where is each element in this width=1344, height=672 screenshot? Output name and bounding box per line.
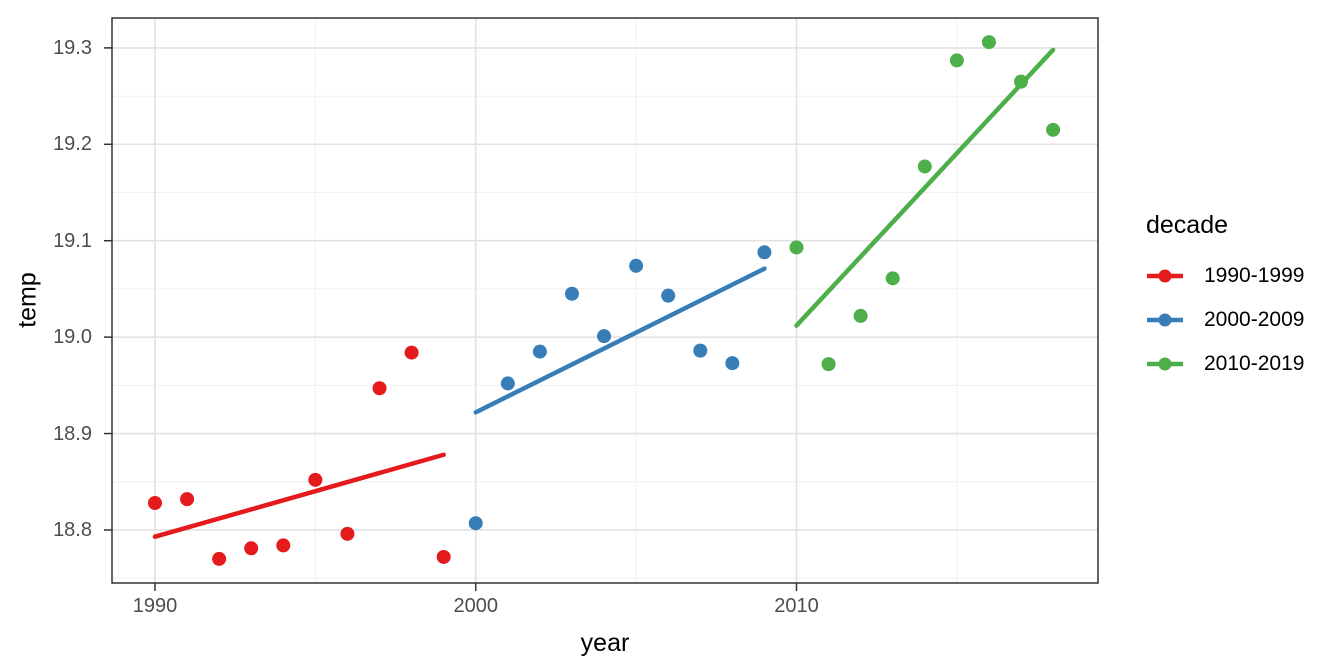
- y-axis-title: temp: [13, 272, 42, 328]
- x-tick-label: 2010: [774, 595, 819, 617]
- data-point-1990-1999: [147, 495, 162, 510]
- trend-line-1990-1999: [152, 452, 446, 539]
- legend-item-label: 1990-1999: [1204, 264, 1305, 287]
- data-point-1990-1999: [340, 526, 355, 541]
- legend-item-2010-2019: 2010-2019: [1146, 342, 1304, 386]
- legend-item-label: 2010-2019: [1204, 352, 1305, 375]
- data-point-2010-2019: [1046, 122, 1061, 137]
- data-point-2010-2019: [949, 53, 964, 68]
- data-point-2010-2019: [789, 240, 804, 255]
- data-point-2000-2009: [629, 258, 644, 273]
- x-axis-title: year: [580, 629, 630, 657]
- legend-item-label: 2000-2009: [1204, 308, 1305, 331]
- legend-item-1990-1999: 1990-1999: [1146, 254, 1304, 298]
- data-point-1990-1999: [436, 549, 451, 564]
- y-tick-label: 18.9: [53, 422, 92, 445]
- data-point-1990-1999: [212, 551, 227, 566]
- legend-item-2000-2009: 2000-2009: [1146, 298, 1304, 342]
- data-point-2000-2009: [564, 286, 579, 301]
- data-point-2000-2009: [757, 245, 772, 260]
- legend: decade 1990-1999 2000-2009 2010-2019: [1146, 210, 1304, 386]
- data-point-2000-2009: [532, 344, 547, 359]
- data-point-2000-2009: [693, 343, 708, 358]
- data-point-1990-1999: [372, 381, 387, 396]
- y-tick-label: 19.2: [53, 133, 92, 156]
- legend-key-line-dot-icon: [1147, 269, 1183, 283]
- y-tick-label: 19.0: [53, 326, 92, 349]
- data-point-2000-2009: [725, 356, 740, 371]
- legend-title: decade: [1146, 211, 1229, 239]
- data-point-1990-1999: [308, 472, 323, 487]
- data-point-2000-2009: [468, 516, 483, 531]
- y-tick-label: 19.3: [53, 36, 92, 59]
- y-tick-label: 18.8: [53, 518, 92, 541]
- data-point-2010-2019: [853, 308, 868, 323]
- legend-key-dot: [1158, 357, 1172, 371]
- data-point-2010-2019: [885, 271, 900, 286]
- data-point-2000-2009: [597, 329, 612, 344]
- legend-key-dot: [1158, 313, 1172, 327]
- data-point-1990-1999: [244, 541, 259, 556]
- data-point-2000-2009: [661, 288, 676, 303]
- legend-key-line-dot-icon: [1147, 357, 1183, 371]
- plot-panel: [112, 18, 1098, 583]
- data-point-2000-2009: [500, 376, 515, 391]
- data-point-1990-1999: [404, 345, 419, 360]
- trend-line-2000-2009: [473, 266, 767, 415]
- legend-items: 1990-1999 2000-2009 2010-2019: [1146, 254, 1304, 386]
- data-point-2010-2019: [821, 357, 836, 372]
- data-point-2010-2019: [917, 159, 932, 174]
- legend-key-dot: [1158, 269, 1172, 283]
- x-tick-label: 1990: [132, 595, 178, 617]
- data-point-1990-1999: [276, 538, 291, 553]
- data-point-2010-2019: [981, 35, 996, 50]
- data-point-1990-1999: [180, 492, 195, 507]
- y-tick-label: 19.1: [53, 229, 92, 252]
- x-tick-label: 2000: [453, 595, 498, 617]
- panel-border: [111, 17, 1099, 584]
- legend-key-line-dot-icon: [1147, 313, 1183, 327]
- trend-line-2010-2019: [794, 47, 1056, 328]
